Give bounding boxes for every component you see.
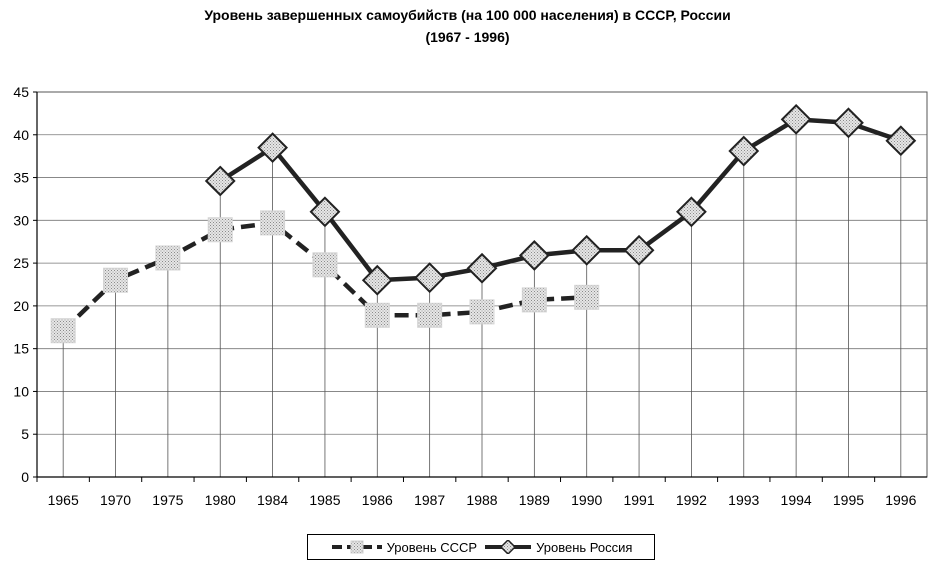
data-point-russia (780, 103, 812, 135)
x-tick-label: 1992 (676, 492, 707, 508)
x-tick-label: 1986 (362, 492, 393, 508)
data-point-russia (728, 135, 760, 167)
data-point-russia (414, 262, 446, 294)
data-point-russia (833, 107, 864, 139)
data-point-ussr (207, 217, 233, 243)
series-line-ussr (61, 220, 587, 333)
drop-lines (62, 119, 902, 477)
x-tick-label: 1987 (414, 492, 445, 508)
data-point-ussr (103, 267, 129, 293)
x-tick-label: 1995 (833, 492, 864, 508)
legend-item-russia: Уровень Россия (483, 540, 632, 555)
y-tick-label: 15 (13, 341, 29, 357)
y-tick-label: 30 (13, 212, 29, 228)
axes (33, 91, 928, 482)
legend: Уровень СССР Уровень Россия (307, 534, 655, 560)
data-point-russia (518, 239, 550, 271)
x-tick-label: 1980 (205, 492, 236, 508)
data-point-russia (204, 165, 236, 197)
y-tick-label: 0 (21, 469, 29, 485)
data-point-ussr (469, 299, 495, 325)
legend-label-russia: Уровень Россия (536, 539, 633, 555)
data-point-russia (257, 132, 289, 164)
data-point-ussr (364, 302, 390, 328)
x-tick-label: 1975 (152, 492, 183, 508)
data-point-russia (361, 264, 393, 296)
x-tick-label: 1970 (100, 492, 131, 508)
data-point-ussr (50, 318, 76, 344)
y-tick-label: 35 (13, 170, 29, 186)
data-point-ussr (417, 302, 443, 328)
y-tick-label: 40 (13, 127, 29, 143)
x-tick-label: 1989 (519, 492, 550, 508)
chart-title: Уровень завершенных самоубийств (на 100 … (204, 7, 731, 23)
tick-labels: 0 5 10 15 20 25 30 35 40 45 1965 1970 1975 1980 1984 19… (13, 84, 916, 508)
data-point-russia (309, 196, 341, 228)
x-tick-label: 1988 (466, 492, 497, 508)
data-point-russia (675, 196, 707, 228)
x-tick-label: 1984 (257, 492, 288, 508)
line-chart: 0 5 10 15 20 25 30 35 40 45 1965 1970 1975 1980 1984 19… (13, 84, 928, 508)
y-tick-label: 20 (13, 298, 29, 314)
y-tick-label: 45 (13, 84, 29, 100)
x-tick-label: 1996 (885, 492, 916, 508)
x-tick-label: 1990 (571, 492, 602, 508)
y-tick-label: 25 (13, 255, 29, 271)
data-point-russia (623, 234, 655, 266)
x-tick-label: 1965 (48, 492, 79, 508)
chart-subtitle: (1967 - 1996) (425, 29, 510, 45)
x-tick-label: 1991 (623, 492, 654, 508)
y-tick-label: 10 (13, 383, 29, 399)
data-point-russia (571, 234, 603, 266)
legend-item-ussr: Уровень СССР (330, 539, 478, 555)
x-tick-label: 1994 (781, 492, 812, 508)
legend-swatch-ussr (331, 540, 382, 554)
data-point-ussr (521, 287, 547, 313)
legend-label-ussr: Уровень СССР (386, 539, 478, 555)
x-tick-label: 1993 (728, 492, 759, 508)
data-point-russia (466, 252, 498, 284)
x-tick-label: 1985 (309, 492, 340, 508)
data-point-ussr (260, 210, 286, 236)
y-tick-label: 5 (21, 426, 29, 442)
series-layer (50, 103, 917, 344)
data-point-ussr (574, 284, 600, 310)
data-point-ussr (155, 245, 181, 271)
grid-lines (37, 91, 927, 435)
data-point-russia (885, 125, 917, 157)
data-point-ussr (312, 252, 338, 278)
legend-swatch-russia (485, 540, 532, 554)
